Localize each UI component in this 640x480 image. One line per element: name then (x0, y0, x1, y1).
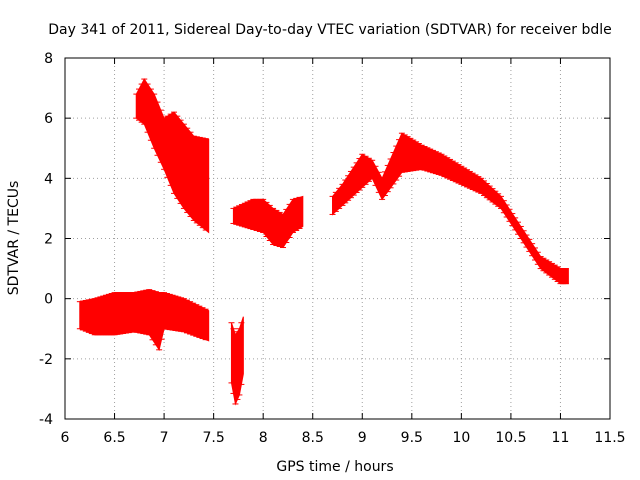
x-tick-label: 11 (552, 430, 570, 446)
x-tick-label: 10 (452, 430, 470, 446)
x-axis-label: GPS time / hours (276, 459, 393, 475)
y-tick-label: 4 (44, 171, 53, 187)
x-tick-label: 11.5 (594, 430, 625, 446)
x-tick-label: 7 (160, 430, 169, 446)
y-axis-label: SDTVAR / TECUs (6, 181, 22, 296)
x-tick-label: 8.5 (302, 430, 324, 446)
x-tick-label: 6.5 (103, 430, 125, 446)
x-tick-label: 9 (358, 430, 367, 446)
chart-title: Day 341 of 2011, Sidereal Day-to-day VTE… (48, 22, 612, 38)
series-segment-4 (230, 195, 304, 249)
y-tick-label: 6 (44, 111, 53, 127)
y-tick-label: 2 (44, 232, 53, 248)
y-tick-label: 8 (44, 51, 53, 67)
x-tick-label: 8 (259, 430, 268, 446)
x-tick-label: 6 (61, 430, 70, 446)
x-tick-label: 10.5 (495, 430, 526, 446)
y-tick-label: -2 (39, 352, 53, 368)
x-tick-label: 9.5 (401, 430, 423, 446)
x-tick-label: 7.5 (203, 430, 225, 446)
series-segment-2 (133, 78, 210, 234)
x-tick-labels: 6 6.5 7 7.5 8 8.5 9 9.5 10 10.5 11 11.5 (61, 430, 626, 446)
data-series (76, 78, 569, 406)
series-segment-5 (329, 132, 569, 285)
series-segment-3 (228, 316, 245, 406)
grid (65, 58, 610, 419)
y-tick-labels: -4 -2 0 2 4 6 8 (39, 51, 53, 428)
axis-ticks (64, 57, 611, 420)
error-band (332, 132, 569, 285)
series-segment-1 (76, 289, 210, 352)
y-tick-label: -4 (39, 412, 53, 428)
y-tick-label: 0 (44, 292, 53, 308)
